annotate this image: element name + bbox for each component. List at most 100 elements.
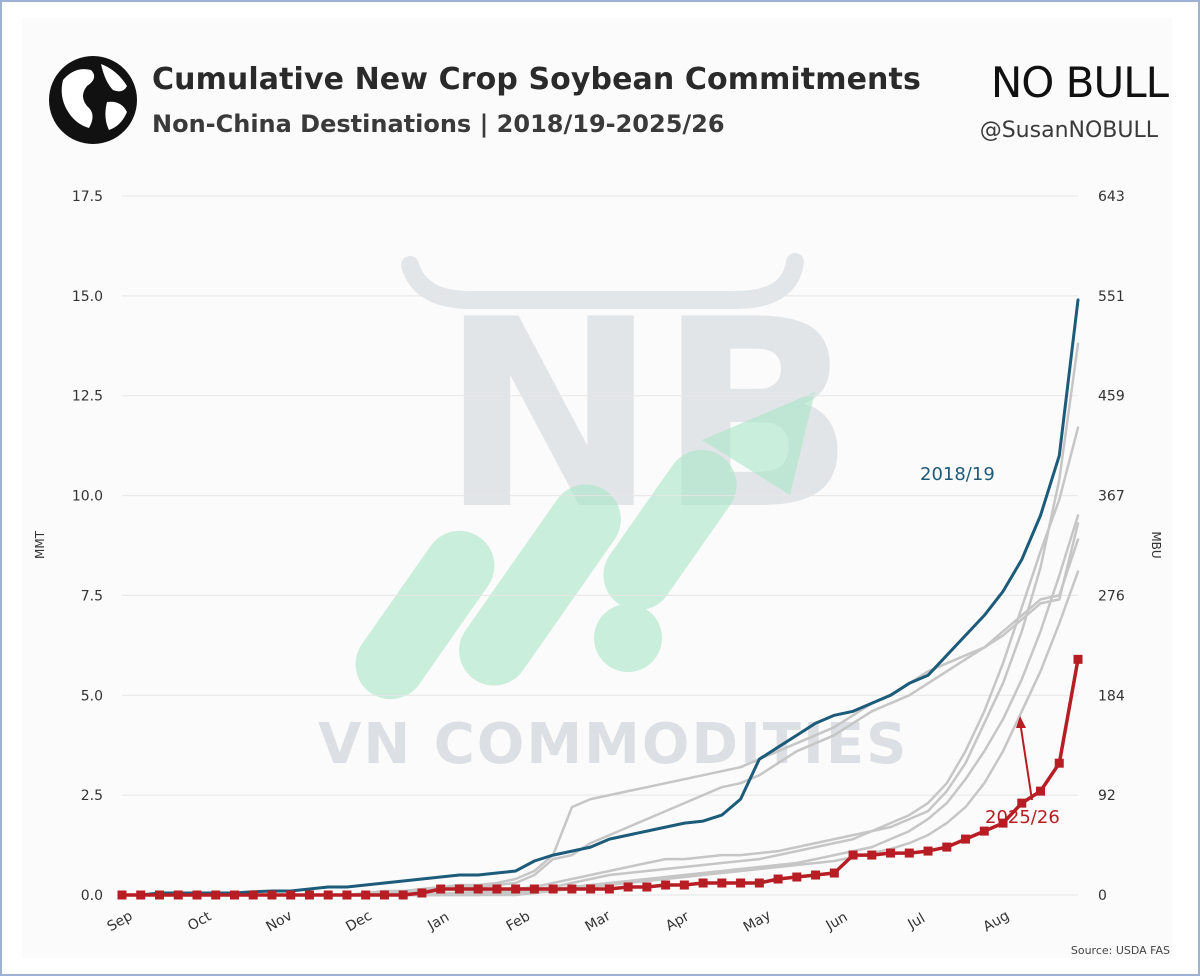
point-2025-26 [679,880,689,890]
point-2025-26 [867,850,877,860]
chart-title: Cumulative New Crop Soybean Commitments [152,62,921,97]
y-axis-right: 0 92 184 276 367 459 551 643 [1098,189,1125,904]
y-axis-title-left: MMT [33,530,47,559]
point-2025-26 [454,884,464,894]
point-2025-26 [661,880,671,890]
globe-icon [49,56,137,144]
point-2025-26 [379,890,389,900]
y2-tick-label: 551 [1098,289,1125,305]
point-2025-26 [698,878,708,888]
point-2025-26 [248,890,258,900]
point-2025-26 [192,890,202,900]
source-note: Source: USDA FAS [1070,944,1170,957]
y-tick-label: 17.5 [72,189,103,205]
x-tick-label: Aug [980,908,1012,936]
point-2025-26 [1054,758,1064,768]
point-2025-26 [154,890,164,900]
point-2025-26 [961,834,971,844]
y2-tick-label: 643 [1098,189,1125,205]
label-2018-19: 2018/19 [920,464,995,485]
y2-tick-label: 459 [1098,389,1125,405]
x-tick-label: Nov [263,908,295,936]
watermark: NB VN COMMODITIES [318,253,908,777]
arrow-2025-26 [1016,716,1033,801]
x-tick-label: Mar [583,908,614,935]
y-tick-label: 10.0 [72,489,103,505]
watermark-bull-horns [401,253,804,309]
point-2025-26 [211,890,221,900]
social-handle: @SusanNOBULL [979,118,1158,143]
point-2025-26 [717,878,727,888]
point-2025-26 [323,890,333,900]
point-2025-26 [886,848,896,858]
point-2025-26 [792,872,802,882]
point-2025-26 [473,884,483,894]
point-2025-26 [173,890,183,900]
point-2025-26 [979,826,989,836]
y-tick-label: 12.5 [72,389,103,405]
point-2025-26 [848,850,858,860]
point-2025-26 [548,884,558,894]
y2-tick-label: 0 [1098,888,1107,904]
point-2025-26 [829,868,839,878]
point-2025-26 [511,884,521,894]
point-2025-26 [342,890,352,900]
watermark-green-arrow [355,392,815,700]
y2-tick-label: 276 [1098,588,1125,604]
point-2025-26 [811,870,821,880]
point-2025-26 [998,818,1008,828]
point-2025-26 [942,842,952,852]
point-2025-26 [1017,798,1027,808]
point-2025-26 [736,878,746,888]
point-2025-26 [436,884,446,894]
chart-subtitle: Non-China Destinations | 2018/19-2025/26 [152,110,725,138]
series-lines [117,298,1083,900]
x-tick-label: Jan [424,909,452,934]
y-tick-label: 5.0 [81,688,103,704]
x-tick-label: Jul [904,910,928,933]
y2-tick-label: 367 [1098,489,1125,505]
point-2025-26 [136,890,146,900]
y2-tick-label: 184 [1098,688,1125,704]
point-2025-26 [567,884,577,894]
y-axis-left: 0.0 2.5 5.0 7.5 10.0 12.5 15.0 17.5 [72,189,103,904]
point-2025-26 [586,884,596,894]
point-2025-26 [773,874,783,884]
x-tick-label: Sep [105,908,136,935]
x-axis: Sep Oct Nov Dec Jan Feb Mar Apr May Jun Jul Aug [105,907,1013,935]
point-2025-26 [417,888,427,898]
point-2025-26 [923,846,933,856]
point-2025-26 [229,890,239,900]
x-tick-label: Feb [504,908,534,934]
point-2025-26 [492,884,502,894]
series-line-2018-19 [120,298,1080,897]
point-2025-26 [304,890,314,900]
point-2025-26 [604,884,614,894]
brand-logo: NO BULL [990,58,1169,107]
x-tick-label: Oct [185,908,214,934]
y-axis-title-right: MBU [1149,531,1163,558]
point-2025-26 [267,890,277,900]
x-tick-label: Apr [663,908,692,934]
y-tick-label: 7.5 [81,588,103,604]
point-2025-26 [754,878,764,888]
label-2025-26: 2025/26 [985,807,1060,828]
x-tick-label: May [741,907,774,935]
series-line-2025-26 [120,657,1080,897]
point-2025-26 [1073,654,1083,664]
point-2025-26 [1036,786,1046,796]
point-2025-26 [117,890,127,900]
watermark-text: VN COMMODITIES [318,712,908,777]
point-2025-26 [623,882,633,892]
x-tick-label: Jun [823,909,851,934]
point-2025-26 [529,884,539,894]
y-tick-label: 0.0 [81,888,103,904]
point-2025-26 [398,890,408,900]
y2-tick-label: 92 [1098,788,1116,804]
x-tick-label: Dec [343,908,374,935]
point-2025-26 [361,890,371,900]
y-tick-label: 2.5 [81,788,103,804]
point-2025-26 [642,882,652,892]
point-2025-26 [286,890,296,900]
